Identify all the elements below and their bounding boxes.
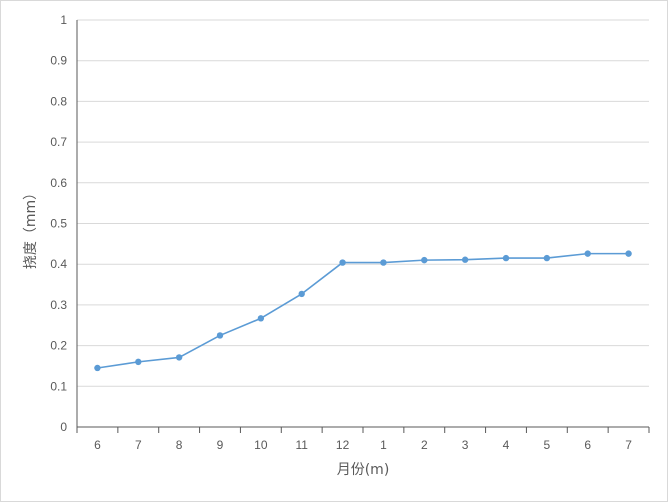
x-tick-label: 6 [584, 438, 591, 452]
x-tick-label: 2 [421, 438, 428, 452]
series-line [97, 252, 629, 369]
data-point [625, 250, 632, 257]
y-tick-labels: 0 0.1 0.2 0.3 0.4 0.5 0.6 0.7 0.8 0.9 1 [50, 13, 67, 434]
y-tick-label: 0.1 [50, 379, 67, 393]
data-point [135, 358, 142, 366]
y-axis-title: 挠度（mm） [23, 186, 39, 269]
data-point [94, 364, 101, 372]
data-point [380, 259, 387, 266]
data-series [94, 250, 632, 372]
data-point [216, 332, 224, 339]
y-tick-label: 0 [60, 420, 67, 434]
data-point [502, 254, 510, 262]
x-tick-label: 5 [544, 438, 551, 452]
data-point [339, 259, 346, 266]
y-tick-label: 0.7 [50, 135, 67, 149]
x-axis-title: 月份(m) [337, 462, 390, 478]
y-tick-label: 0.6 [50, 176, 67, 190]
x-tick-label: 11 [295, 438, 308, 452]
y-tick-label: 0.9 [50, 54, 67, 68]
x-tick-label: 8 [176, 438, 183, 452]
data-point [461, 256, 469, 263]
y-tick-label: 0.4 [50, 257, 67, 271]
data-point [584, 250, 591, 257]
x-tick-label: 3 [462, 438, 469, 452]
axes [76, 20, 650, 433]
data-point [298, 290, 305, 298]
y-tick-label: 0.8 [50, 94, 67, 108]
y-tick-label: 0.2 [50, 339, 67, 353]
x-tick-label: 9 [217, 438, 224, 452]
data-point [257, 315, 265, 322]
x-tick-label: 12 [336, 438, 350, 452]
x-tick-label: 4 [503, 438, 510, 452]
data-point [421, 256, 428, 264]
x-tick-label: 7 [135, 438, 142, 452]
x-tick-label: 10 [254, 438, 268, 452]
x-tick-label: 6 [94, 438, 101, 452]
data-point [543, 254, 551, 262]
x-tick-label: 1 [380, 438, 387, 452]
y-tick-label: 0.5 [50, 217, 67, 231]
y-tick-label: 1 [60, 13, 67, 27]
x-tick-label: 7 [625, 438, 632, 452]
gridlines [77, 19, 649, 387]
data-point [175, 354, 183, 361]
x-tick-labels: 6 7 8 9 10 11 12 1 2 3 4 5 6 7 [94, 438, 632, 452]
y-tick-label: 0.3 [50, 298, 67, 312]
